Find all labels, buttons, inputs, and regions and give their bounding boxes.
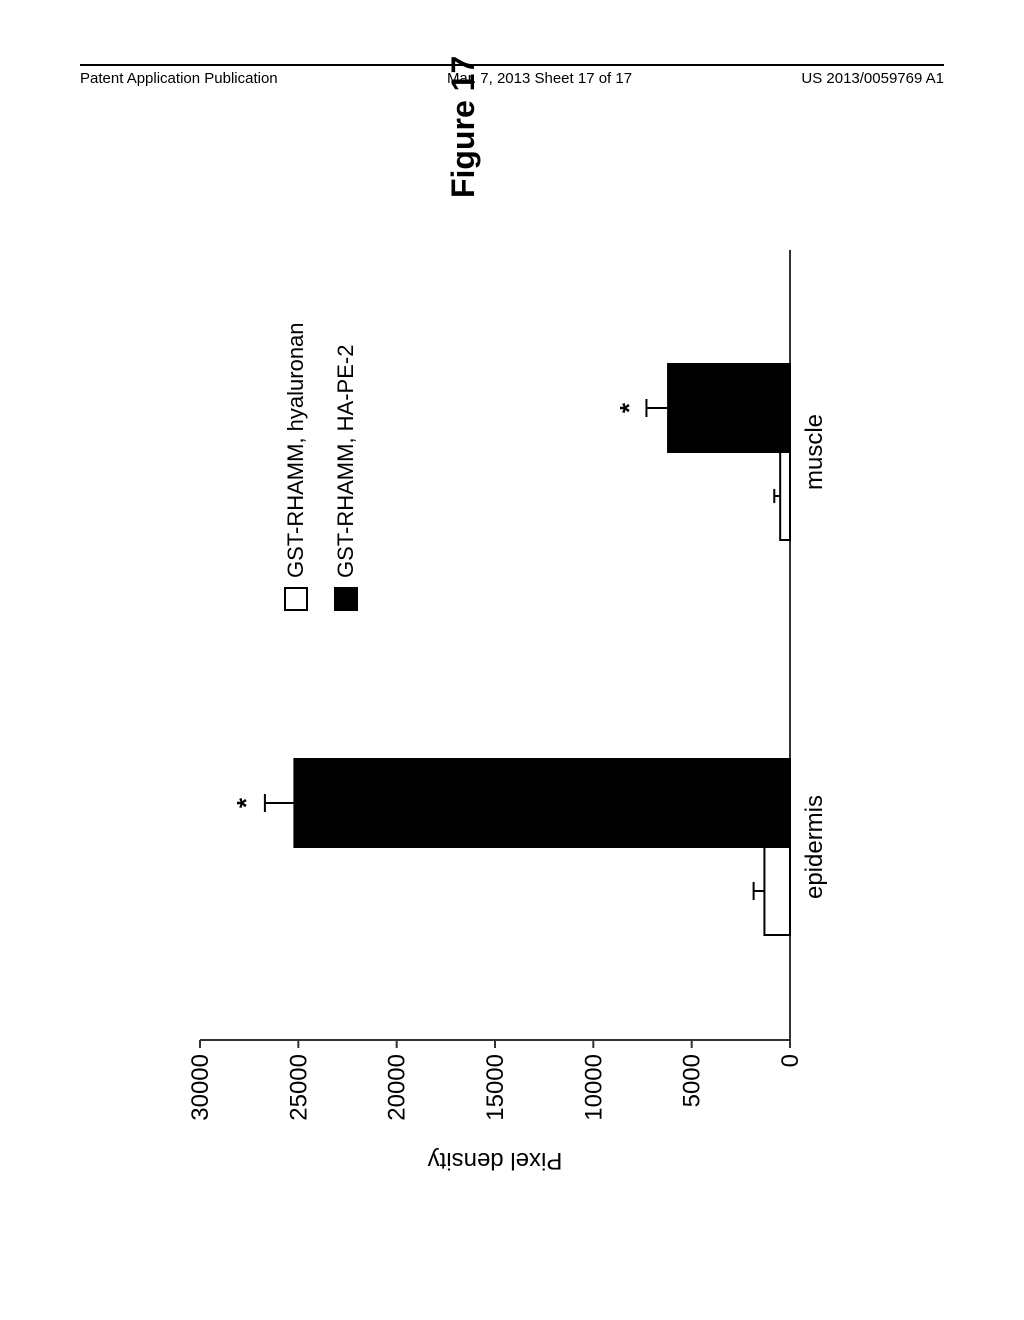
bar-filled: [294, 759, 790, 847]
header-left: Patent Application Publication: [80, 70, 278, 87]
figure-title: Figure 17: [445, 56, 482, 198]
bar-filled: [668, 364, 790, 452]
ytick-label: 0: [777, 1054, 804, 1067]
legend: GST-RHAMM, hyaluronan GST-RHAMM, HA-PE-2: [283, 322, 358, 610]
header: Patent Application Publication Mar. 7, 2…: [80, 64, 944, 87]
y-ticks: 0 5000 10000 15000 20000 25000 30000: [187, 1040, 804, 1121]
chart: 0 5000 10000 15000 20000 25000 30000 Pix…: [110, 195, 910, 1200]
ytick-label: 25000: [285, 1054, 312, 1121]
figure: Figure 17 0 5000 10000 15000 20000 25000…: [110, 195, 910, 1200]
ytick-label: 5000: [679, 1054, 706, 1107]
ytick-label: 10000: [580, 1054, 607, 1121]
header-right: US 2013/0059769 A1: [801, 70, 944, 87]
category-label: epidermis: [801, 795, 828, 899]
legend-marker-filled: [335, 588, 357, 610]
significance-marker: *: [614, 402, 644, 413]
y-axis-label: Pixel density: [428, 1147, 563, 1174]
ytick-label: 30000: [187, 1054, 214, 1121]
bar-open: [780, 452, 790, 540]
bar-open: [764, 847, 790, 935]
legend-marker-open: [285, 588, 307, 610]
legend-label: GST-RHAMM, HA-PE-2: [333, 345, 358, 578]
category-label: muscle: [801, 414, 828, 490]
group-muscle: * muscle: [614, 364, 828, 540]
ytick-label: 20000: [384, 1054, 411, 1121]
significance-marker: *: [231, 797, 261, 808]
group-epidermis: * epidermis: [231, 759, 828, 935]
ytick-label: 15000: [482, 1054, 509, 1121]
legend-label: GST-RHAMM, hyaluronan: [283, 322, 308, 578]
